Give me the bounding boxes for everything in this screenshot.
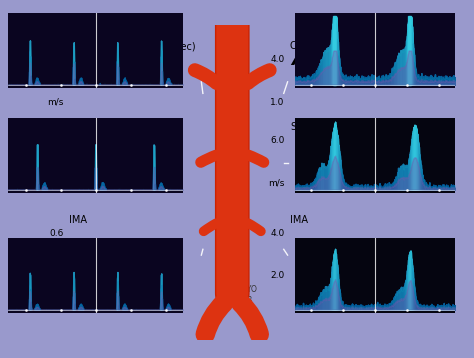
Text: IMA: IMA (69, 215, 87, 225)
Text: SMA: SMA (290, 122, 311, 132)
Text: 1.5: 1.5 (49, 136, 64, 145)
FancyArrowPatch shape (204, 223, 216, 231)
FancyArrowPatch shape (248, 223, 261, 231)
Text: 2.0: 2.0 (270, 271, 284, 280)
Text: m/s: m/s (268, 179, 284, 188)
Text: Celiac PSV (<200 cm/sec): Celiac PSV (<200 cm/sec) (69, 42, 196, 52)
FancyArrowPatch shape (205, 303, 224, 334)
Text: 6.0: 6.0 (270, 136, 284, 145)
Text: m/s: m/s (47, 271, 64, 280)
Text: 4.0: 4.0 (270, 55, 284, 64)
Text: Celiac: Celiac (290, 42, 319, 52)
FancyArrowPatch shape (201, 155, 216, 162)
FancyBboxPatch shape (216, 17, 249, 301)
Text: NORMAL: NORMAL (90, 51, 177, 69)
Text: m/s: m/s (47, 179, 64, 188)
Text: 0.6: 0.6 (49, 228, 64, 237)
Text: IMA: IMA (290, 215, 308, 225)
Text: 1.0: 1.0 (270, 98, 284, 107)
Text: SMA (<275 cm/sec): SMA (<275 cm/sec) (69, 122, 165, 132)
FancyArrowPatch shape (248, 155, 264, 162)
Text: 2.0: 2.0 (49, 55, 64, 64)
FancyArrowPatch shape (240, 303, 259, 334)
Text: ABNORMAL: ABNORMAL (292, 51, 407, 69)
FancyArrowPatch shape (195, 70, 217, 83)
Text: m/s: m/s (47, 98, 64, 107)
Text: 4.0: 4.0 (270, 228, 284, 237)
Text: ©MAYO
2013: ©MAYO 2013 (228, 285, 257, 305)
FancyArrowPatch shape (248, 70, 270, 83)
